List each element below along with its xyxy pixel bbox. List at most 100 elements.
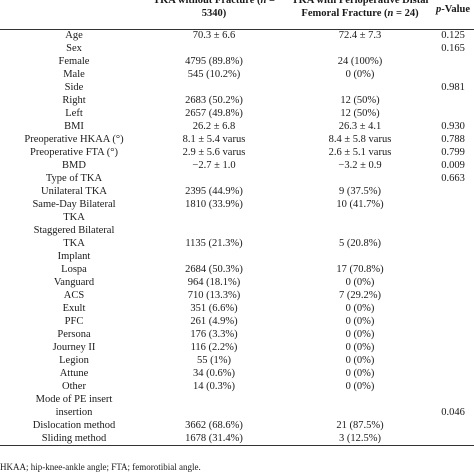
row-label-line: Attune — [59, 368, 89, 379]
cell-without-fracture: 26.2 ± 6.8 — [192, 121, 236, 132]
row-label-line: Left — [65, 108, 83, 119]
cell-with-fracture: −3.2 ± 0.9 — [338, 160, 382, 171]
header-tka-with-fracture: TKA with Perioperative Distal Femoral Fr… — [286, 0, 434, 20]
cell-with-fracture: 0 (0%) — [345, 342, 375, 353]
table-row: Female 4795 (89.8%) 24 (100%) — [0, 55, 474, 68]
table-row: Persona 176 (3.3%) 0 (0%) — [0, 328, 474, 341]
table-header: TKA without Fracture (n = 5340) TKA with… — [0, 0, 474, 29]
row-label: Sex — [0, 42, 148, 55]
cell-with-fracture: 7 (29.2%) — [339, 290, 381, 301]
cell-p-value: 0.981 — [441, 82, 465, 93]
cell-without-fracture: 2683 (50.2%) — [185, 95, 243, 106]
row-label-line: Exult — [62, 303, 86, 314]
cell-with-fracture: 0 (0%) — [345, 316, 375, 327]
row-label-line: Preoperative FTA (°) — [30, 147, 118, 158]
row-label-line: Persona — [57, 329, 91, 340]
cell-p-value: 0.046 — [441, 407, 465, 418]
row-label-line: BMI — [64, 121, 84, 132]
row-label-line: Type of TKA — [45, 173, 103, 184]
cell-with-fracture: 8.4 ± 5.8 varus — [328, 134, 392, 145]
cell-with-fracture: 9 (37.5%) — [339, 186, 381, 197]
row-label-line: Right — [62, 95, 86, 106]
table-row: Age 70.3 ± 6.6 72.4 ± 7.3 0.125 — [0, 29, 474, 42]
cell-without-fracture: 964 (18.1%) — [187, 277, 241, 288]
row-label: Male — [0, 68, 148, 81]
cell-without-fracture: 1810 (33.9%) — [185, 199, 243, 210]
table-row: BMI 26.2 ± 6.8 26.3 ± 4.1 0.930 — [0, 120, 474, 133]
table-row: Staggered Bilateral TKA 1135 (21.3%) 5 (20.… — [0, 224, 474, 250]
table-row: Other 14 (0.3%) 0 (0%) — [0, 380, 474, 393]
row-label: Vanguard — [0, 276, 148, 289]
row-label: BMD — [0, 159, 148, 172]
row-label-line: Same-Day Bilateral — [32, 199, 116, 210]
cell-with-fracture: 0 (0%) — [345, 329, 375, 340]
cell-with-fracture: 24 (100%) — [337, 56, 383, 67]
row-label-line: Sliding method — [41, 433, 107, 444]
table-row: Right 2683 (50.2%) 12 (50%) — [0, 94, 474, 107]
cell-with-fracture: 0 (0%) — [345, 381, 375, 392]
table-row: Lospa 2684 (50.3%) 17 (70.8%) — [0, 263, 474, 276]
cell-without-fracture: 14 (0.3%) — [193, 381, 235, 392]
row-label: Sliding method — [0, 432, 148, 445]
cell-p-value: 0.165 — [441, 43, 465, 54]
row-label-line-2: TKA — [63, 212, 85, 223]
table-row: Journey II 116 (2.2%) 0 (0%) — [0, 341, 474, 354]
table-row: BMD −2.7 ± 1.0 −3.2 ± 0.9 0.009 — [0, 159, 474, 172]
table-row: Preoperative FTA (°) 2.9 ± 5.6 varus 2.6 ±… — [0, 146, 474, 159]
row-label: BMI — [0, 120, 148, 133]
row-label-line: Lospa — [61, 264, 87, 275]
cell-without-fracture: 1135 (21.3%) — [185, 238, 243, 249]
header-p-value: p-Value — [432, 3, 474, 16]
cell-with-fracture: 26.3 ± 4.1 — [338, 121, 382, 132]
table-row: Exult 351 (6.6%) 0 (0%) — [0, 302, 474, 315]
cell-without-fracture: 176 (3.3%) — [190, 329, 238, 340]
row-label-line: Sex — [66, 43, 82, 54]
cell-without-fracture: 34 (0.6%) — [193, 368, 235, 379]
cell-with-fracture: 12 (50%) — [340, 95, 380, 106]
row-label-line: ACS — [63, 290, 85, 301]
table-row: Implant — [0, 250, 474, 263]
row-label-line: Age — [65, 30, 83, 41]
row-label-line: Staggered Bilateral — [33, 225, 115, 236]
header-p-rest: -Value — [441, 4, 471, 15]
cell-p-value: 0.009 — [441, 160, 465, 171]
row-label: Type of TKA — [0, 172, 148, 185]
header-col2-text: TKA with Perioperative Distal Femoral Fr… — [291, 0, 429, 19]
table-row: Sliding method 1678 (31.4%) 3 (12.5%) — [0, 432, 474, 445]
table-bottom-rule — [0, 445, 474, 446]
table-row: Type of TKA 0.663 — [0, 172, 474, 185]
cell-with-fracture: 10 (41.7%) — [336, 199, 384, 210]
table-row: Vanguard 964 (18.1%) 0 (0%) — [0, 276, 474, 289]
row-label-line: Unilateral TKA — [41, 186, 107, 197]
table-footnote: HKAA; hip-knee-ankle angle; FTA; femorot… — [0, 462, 201, 472]
row-label: Preoperative FTA (°) — [0, 146, 148, 159]
row-label: Lospa — [0, 263, 148, 276]
cell-p-value: 0.125 — [441, 30, 465, 41]
row-label: Unilateral TKA — [0, 185, 148, 198]
table-row: Unilateral TKA 2395 (44.9%) 9 (37.5%) — [0, 185, 474, 198]
row-label: Right — [0, 94, 148, 107]
row-label: PFC — [0, 315, 148, 328]
cell-with-fracture: 17 (70.8%) — [336, 264, 384, 275]
cell-with-fracture: 12 (50%) — [340, 108, 380, 119]
cell-without-fracture: 70.3 ± 6.6 — [192, 30, 236, 41]
header-tka-without-fracture: TKA without Fracture (n = 5340) — [144, 0, 284, 20]
cell-with-fracture: 21 (87.5%) — [336, 420, 384, 431]
row-label: Same-Day Bilateral TKA — [0, 198, 148, 224]
row-label-line: BMD — [62, 160, 86, 171]
row-label: Age — [0, 29, 148, 42]
cell-with-fracture: 0 (0%) — [345, 69, 375, 80]
row-label-line: Other — [62, 381, 86, 392]
cell-without-fracture: 55 (1%) — [196, 355, 232, 366]
cell-without-fracture: 2395 (44.9%) — [185, 186, 243, 197]
cell-without-fracture: 710 (13.3%) — [187, 290, 241, 301]
table-row: Preoperative HKAA (°) 8.1 ± 5.4 varus 8.4 … — [0, 133, 474, 146]
row-label-line-2: insertion — [55, 407, 93, 418]
cell-without-fracture: 8.1 ± 5.4 varus — [182, 134, 246, 145]
row-label: Preoperative HKAA (°) — [0, 133, 148, 146]
cell-without-fracture: 351 (6.6%) — [190, 303, 238, 314]
cell-without-fracture: 545 (10.2%) — [187, 69, 241, 80]
table-row: PFC 261 (4.9%) 0 (0%) — [0, 315, 474, 328]
row-label-line: Preoperative HKAA (°) — [24, 134, 124, 145]
table-row: Left 2657 (49.8%) 12 (50%) — [0, 107, 474, 120]
